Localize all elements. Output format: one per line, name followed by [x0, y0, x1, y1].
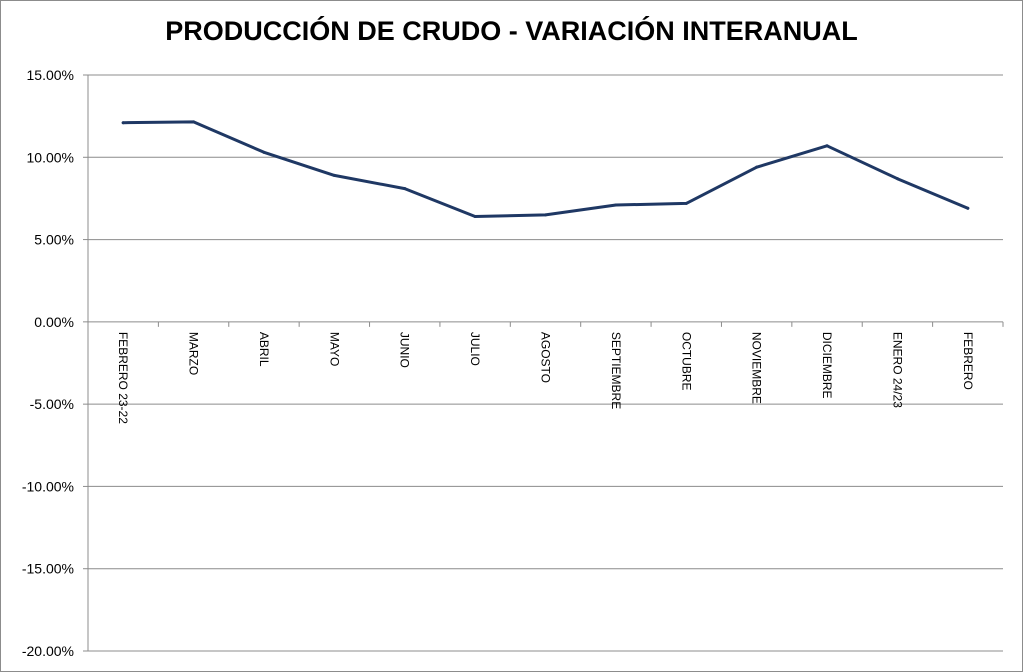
x-category-label: MAYO: [327, 332, 341, 366]
x-category-label: AGOSTO: [539, 332, 553, 383]
x-category-label: JULIO: [468, 332, 482, 366]
x-category-label: OCTUBRE: [679, 332, 693, 391]
data-point: [614, 203, 618, 207]
x-category-label: DICIEMBRE: [820, 332, 834, 399]
data-point: [262, 150, 266, 154]
y-tick-label: 0.00%: [34, 314, 74, 330]
data-point: [544, 213, 547, 217]
y-tick-label: -5.00%: [30, 396, 74, 412]
chart-title: PRODUCCIÓN DE CRUDO - VARIACIÓN INTERANU…: [165, 16, 858, 46]
data-point: [473, 215, 477, 219]
data-point: [684, 201, 688, 205]
x-category-label: FEBRERO 23-22: [116, 332, 130, 424]
y-tick-label: -10.00%: [22, 478, 74, 494]
y-tick-label: -20.00%: [22, 643, 74, 659]
data-point: [121, 121, 125, 125]
x-category-label: FEBRERO: [961, 332, 975, 390]
data-point: [332, 173, 336, 177]
x-category-label: SEPTIEMBRE: [609, 332, 623, 409]
data-point: [755, 165, 759, 169]
x-category-label: ABRIL: [257, 332, 271, 367]
data-point: [825, 144, 829, 148]
y-tick-label: -15.00%: [22, 561, 74, 577]
y-tick-label: 10.00%: [27, 149, 74, 165]
x-category-label: ENERO 24/23: [890, 332, 904, 408]
data-point: [895, 177, 899, 181]
x-category-label: NOVIEMBRE: [750, 332, 764, 404]
data-point: [403, 187, 407, 191]
series-line: [121, 120, 970, 218]
data-point: [966, 206, 970, 210]
y-tick-label: 15.00%: [27, 67, 74, 83]
x-category-label: JUNIO: [398, 332, 412, 368]
y-tick-label: 5.00%: [34, 232, 74, 248]
data-point: [192, 120, 196, 124]
x-category-label: MARZO: [187, 332, 201, 375]
